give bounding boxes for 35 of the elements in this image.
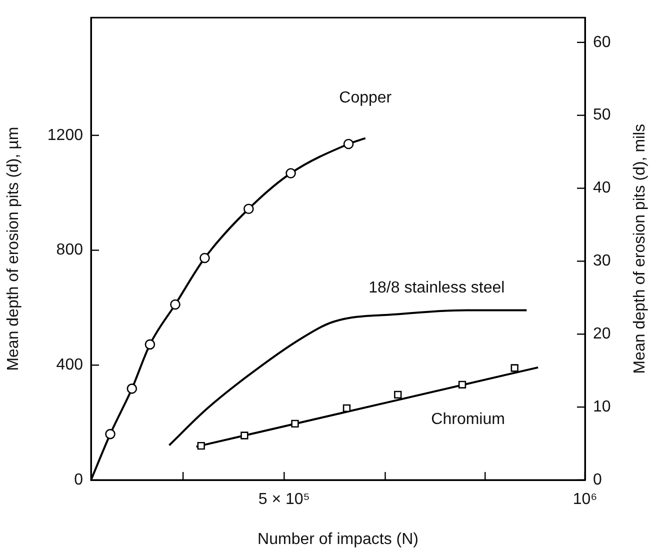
point xyxy=(458,380,466,388)
point xyxy=(286,168,296,178)
series-label: Chromium xyxy=(431,410,505,428)
x-tick-label: 10⁶ xyxy=(572,491,598,508)
point xyxy=(240,432,248,440)
point xyxy=(291,420,299,428)
point xyxy=(394,390,402,399)
y2-tick-label: 0 xyxy=(593,471,602,488)
y-tick-label: 0 xyxy=(74,471,84,488)
y-tick-label: 1200 xyxy=(47,126,84,144)
x-tick-label: 5 × 10⁵ xyxy=(258,491,310,508)
y2-tick-label: 10 xyxy=(593,398,611,416)
y-tick-label: 400 xyxy=(56,356,84,374)
line-series xyxy=(168,309,528,446)
series-label: 18/8 stainless steel xyxy=(368,280,505,297)
point xyxy=(197,442,205,450)
text: Copper xyxy=(339,90,392,107)
x-axis-title: Number of impacts (N) xyxy=(258,530,418,548)
point xyxy=(170,299,180,310)
y2-tick-label: 60 xyxy=(593,34,611,51)
y2-tick-label: 20 xyxy=(593,326,611,343)
y-tick-label: 800 xyxy=(56,242,84,259)
point xyxy=(144,339,156,350)
point xyxy=(243,204,254,214)
point xyxy=(342,404,351,412)
point xyxy=(200,252,210,264)
y2-tick-label: 40 xyxy=(593,180,611,197)
point xyxy=(510,364,518,372)
y2-tick-label: 50 xyxy=(593,106,611,124)
y2-tick-label: 30 xyxy=(593,252,611,270)
point xyxy=(105,428,116,440)
point xyxy=(126,384,138,394)
y2-axis-title: Mean depth of erosion pits (d), mils xyxy=(631,124,648,374)
point xyxy=(343,138,354,150)
y-axis-title: Mean depth of erosion pits (d), µm xyxy=(5,126,22,371)
